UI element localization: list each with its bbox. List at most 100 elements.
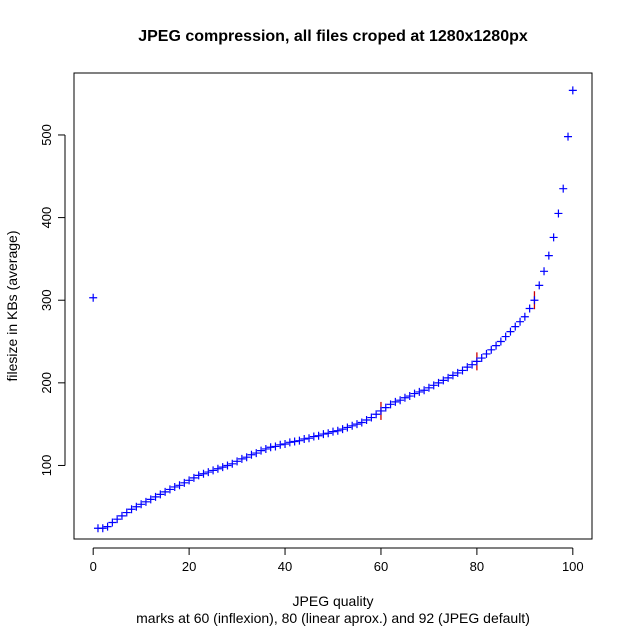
data-point <box>103 522 112 531</box>
data-point <box>544 251 553 260</box>
data-point <box>113 515 122 524</box>
data-point <box>520 312 529 321</box>
data-point <box>391 397 400 406</box>
data-point <box>487 345 496 354</box>
data-point <box>180 478 189 487</box>
data-point <box>170 482 179 491</box>
data-point <box>496 337 505 346</box>
data-point <box>448 371 457 380</box>
plot-frame <box>73 72 593 540</box>
chart-subtitle: marks at 60 (inflexion), 80 (linear apro… <box>136 610 530 626</box>
data-point <box>213 464 222 473</box>
data-point <box>525 304 534 313</box>
data-point <box>559 184 568 193</box>
data-point <box>367 413 376 422</box>
x-tick-label: 40 <box>278 559 292 574</box>
x-axis: 0 20 40 60 80 100 <box>90 547 584 574</box>
data-point <box>247 450 256 459</box>
data-point <box>540 267 549 276</box>
data-point <box>108 518 117 527</box>
data-point <box>127 505 136 514</box>
x-tick-label: 60 <box>374 559 388 574</box>
data-point <box>333 426 342 435</box>
data-point <box>530 296 539 305</box>
data-point <box>98 524 107 533</box>
data-point <box>266 443 275 452</box>
data-point <box>348 421 357 430</box>
data-point <box>376 406 385 415</box>
data-point <box>156 490 165 499</box>
data-point <box>453 368 462 377</box>
data-point <box>482 349 491 358</box>
data-point <box>261 444 270 453</box>
data-point <box>396 396 405 405</box>
data-point <box>218 463 227 472</box>
data-point <box>290 437 299 446</box>
data-point <box>314 431 323 440</box>
data-point <box>281 439 290 448</box>
data-point <box>285 438 294 447</box>
y-tick-label: 400 <box>39 207 54 229</box>
data-point <box>468 360 477 369</box>
data-point <box>338 425 347 434</box>
data-point <box>137 500 146 509</box>
data-point <box>405 392 414 401</box>
data-point <box>415 387 424 396</box>
y-tick-label: 200 <box>39 372 54 394</box>
data-point <box>252 449 261 458</box>
data-point <box>295 436 304 445</box>
data-point <box>141 497 150 506</box>
data-point <box>472 357 481 366</box>
data-point <box>420 386 429 395</box>
data-point <box>506 327 515 336</box>
data-point <box>549 233 558 242</box>
data-point <box>189 473 198 482</box>
data-point <box>381 403 390 412</box>
data-point <box>122 508 131 517</box>
data-point <box>439 376 448 385</box>
data-point <box>276 440 285 449</box>
data-point <box>185 476 194 485</box>
y-axis-label: filesize in KBs (average) <box>4 231 20 382</box>
data-point <box>463 363 472 372</box>
data-point <box>501 332 510 341</box>
data-point <box>429 381 438 390</box>
data-point <box>444 373 453 382</box>
data-point <box>477 354 486 363</box>
chart-title: JPEG compression, all files croped at 12… <box>138 28 528 45</box>
data-point <box>372 410 381 419</box>
x-tick-label: 80 <box>470 559 484 574</box>
data-point <box>324 429 333 438</box>
data-point <box>516 317 525 326</box>
data-point <box>117 511 126 520</box>
data-point <box>242 453 251 462</box>
data-point <box>309 432 318 441</box>
data-points <box>89 86 577 533</box>
data-point <box>204 468 213 477</box>
y-tick-label: 100 <box>39 455 54 477</box>
data-point <box>228 459 237 468</box>
data-point <box>492 341 501 350</box>
data-point <box>564 132 573 141</box>
data-point <box>362 416 371 425</box>
data-point <box>161 487 170 496</box>
data-point <box>199 469 208 478</box>
data-point <box>300 435 309 444</box>
data-point <box>165 485 174 494</box>
data-point <box>535 281 544 290</box>
data-point <box>410 389 419 398</box>
y-tick-label: 500 <box>39 124 54 146</box>
data-point <box>352 420 361 429</box>
data-point <box>223 461 232 470</box>
y-axis: 100 200 300 400 500 <box>39 124 66 477</box>
data-point <box>151 492 160 501</box>
data-point <box>233 457 242 466</box>
data-point <box>271 442 280 451</box>
data-point <box>89 293 98 302</box>
data-point <box>424 383 433 392</box>
data-point <box>568 86 577 95</box>
data-point <box>146 495 155 504</box>
data-point <box>343 423 352 432</box>
data-point <box>132 502 141 511</box>
y-tick-label: 300 <box>39 289 54 311</box>
